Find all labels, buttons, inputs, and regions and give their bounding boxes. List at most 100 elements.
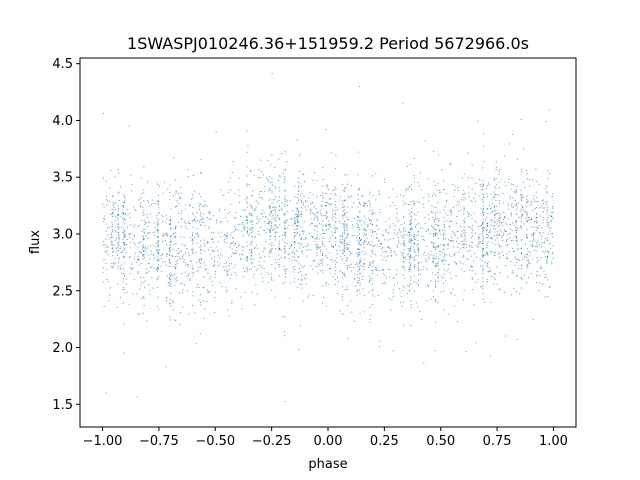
data-point bbox=[123, 257, 125, 259]
data-point bbox=[286, 219, 288, 221]
data-point bbox=[482, 270, 484, 272]
data-point bbox=[112, 266, 114, 268]
data-point bbox=[344, 226, 346, 228]
data-point bbox=[111, 213, 113, 215]
data-point bbox=[356, 252, 358, 254]
data-point bbox=[392, 289, 394, 291]
data-point bbox=[254, 236, 256, 238]
data-point bbox=[211, 280, 213, 282]
data-point bbox=[256, 216, 258, 218]
data-point bbox=[156, 277, 158, 279]
data-point bbox=[322, 241, 324, 243]
data-point bbox=[335, 167, 337, 169]
data-point bbox=[455, 222, 457, 224]
data-point bbox=[356, 289, 358, 291]
data-point bbox=[204, 225, 206, 226]
data-point bbox=[526, 221, 528, 223]
data-point bbox=[435, 256, 437, 258]
data-point bbox=[399, 230, 401, 232]
data-point bbox=[314, 214, 316, 216]
data-point bbox=[117, 268, 119, 270]
data-point bbox=[552, 217, 554, 219]
data-point bbox=[422, 254, 424, 256]
data-point bbox=[337, 209, 339, 211]
data-point bbox=[417, 247, 419, 249]
data-point bbox=[197, 235, 199, 237]
data-point bbox=[322, 243, 324, 245]
data-point bbox=[347, 206, 349, 208]
data-point bbox=[416, 201, 418, 203]
data-point bbox=[112, 216, 114, 218]
data-point bbox=[157, 269, 159, 271]
data-point bbox=[359, 282, 361, 284]
data-point bbox=[487, 196, 489, 198]
data-point bbox=[460, 226, 462, 228]
data-point bbox=[503, 232, 505, 234]
data-point bbox=[352, 225, 354, 227]
data-point bbox=[339, 256, 341, 258]
data-point bbox=[115, 231, 117, 233]
data-point bbox=[239, 223, 241, 225]
data-point bbox=[505, 264, 507, 266]
data-point bbox=[199, 301, 201, 303]
data-point bbox=[475, 273, 477, 275]
data-point bbox=[241, 246, 243, 248]
data-point bbox=[268, 180, 270, 182]
data-point bbox=[200, 304, 202, 306]
data-point bbox=[497, 212, 499, 214]
data-point bbox=[481, 231, 483, 233]
data-point bbox=[112, 255, 114, 257]
data-point bbox=[387, 246, 389, 248]
data-point bbox=[515, 190, 517, 192]
data-point bbox=[257, 233, 259, 235]
data-point bbox=[274, 297, 276, 299]
data-point bbox=[280, 250, 282, 252]
data-point bbox=[268, 223, 270, 225]
data-point bbox=[186, 290, 188, 292]
data-point bbox=[123, 262, 125, 264]
data-point bbox=[390, 251, 392, 253]
data-point bbox=[342, 223, 344, 225]
data-point bbox=[328, 224, 330, 226]
data-point bbox=[307, 205, 309, 207]
data-point bbox=[140, 177, 142, 179]
data-point bbox=[299, 242, 301, 244]
data-point bbox=[426, 245, 428, 247]
data-point bbox=[299, 271, 301, 273]
data-point bbox=[232, 252, 234, 254]
data-point bbox=[271, 221, 273, 223]
data-point bbox=[328, 228, 330, 230]
data-point bbox=[374, 231, 376, 233]
data-point bbox=[408, 185, 410, 187]
data-point bbox=[266, 223, 268, 224]
data-point bbox=[205, 203, 207, 205]
data-point bbox=[169, 184, 171, 186]
data-point bbox=[225, 287, 227, 289]
data-point bbox=[153, 267, 155, 269]
data-point bbox=[284, 228, 286, 230]
data-point bbox=[536, 261, 538, 263]
data-point bbox=[381, 269, 383, 271]
data-point bbox=[461, 199, 463, 201]
data-point bbox=[379, 246, 381, 248]
data-point bbox=[502, 240, 504, 242]
data-point bbox=[298, 215, 300, 217]
data-point bbox=[403, 203, 405, 205]
data-point bbox=[321, 253, 323, 255]
data-point bbox=[139, 251, 141, 253]
data-point bbox=[189, 223, 191, 225]
data-point bbox=[486, 279, 488, 281]
data-point bbox=[519, 210, 521, 212]
data-point bbox=[142, 235, 144, 237]
data-point bbox=[409, 203, 411, 205]
data-point bbox=[499, 187, 501, 189]
data-point bbox=[407, 209, 409, 211]
data-point bbox=[348, 264, 350, 266]
data-point bbox=[494, 279, 496, 281]
data-point bbox=[452, 183, 454, 185]
data-point bbox=[185, 271, 187, 273]
data-point bbox=[434, 273, 436, 275]
data-point bbox=[155, 203, 157, 205]
data-point bbox=[284, 197, 286, 199]
data-point bbox=[516, 274, 518, 276]
